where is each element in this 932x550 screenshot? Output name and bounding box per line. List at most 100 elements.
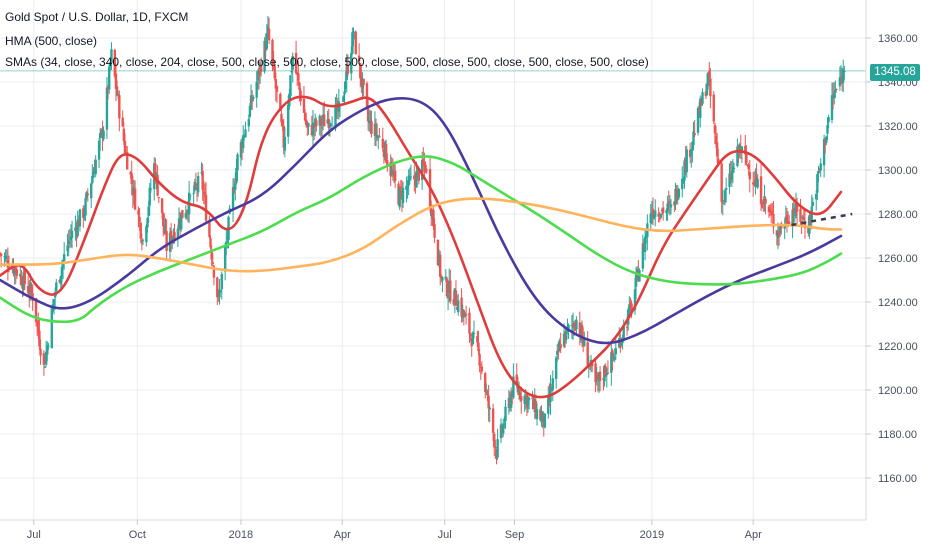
candle-body [303,112,307,121]
candle-body [86,193,90,196]
candle-body [20,275,23,286]
candle-body [147,206,150,217]
candle-body [791,209,794,225]
candle-body [218,290,221,298]
candle-body [436,239,440,266]
candle-body [462,310,466,317]
candle-body [594,363,597,383]
candle-body [139,222,142,239]
candle-body [283,136,287,151]
candle-body [486,394,489,396]
candle-body [212,266,216,278]
candle-body [281,120,284,127]
candle-body [406,186,409,189]
candle-body [0,253,2,255]
candle-body [547,396,550,414]
candle-body [94,159,97,175]
candle-body [446,294,450,298]
candle-body [274,78,278,89]
candle-body [838,77,842,87]
candle-body [357,55,361,62]
time-axis[interactable]: Jul Oct 2018 Apr Jul Sep 2019 Apr [27,520,762,541]
hma-legend[interactable]: HMA (500, close) [5,34,98,48]
candle-body [598,371,602,382]
candle-body [740,146,744,151]
time-tick-label: Apr [334,529,351,541]
candle-body [84,198,87,216]
candle-body [445,278,449,297]
candle-body [60,266,64,277]
candle-body [102,130,105,140]
candle-body [485,391,488,393]
candle-body [641,243,645,269]
candle-body [381,138,384,149]
candle-body [438,254,442,277]
candle-body [709,78,712,97]
candle-body [620,339,623,346]
candle-body [611,350,614,359]
candle-body [69,237,73,241]
candle-body [289,75,292,97]
time-tick-label: Jul [438,529,452,541]
candle-body [714,136,718,145]
candle-body [518,392,522,399]
candle-body [583,339,586,346]
candle-body [311,122,315,136]
sma-legend[interactable]: SMAs (34, close, 340, close, 204, close,… [5,55,649,69]
candle-body [712,94,715,122]
candle-body [193,181,196,191]
candle-body [494,447,497,449]
candle-body [610,352,613,373]
candle-body [113,49,117,77]
candle-body [352,35,355,37]
candle-body [449,280,452,302]
candle-body [696,108,700,133]
price-tick-label: 1280.00 [878,209,918,221]
candle-body [78,209,82,227]
price-axis[interactable]: 1160.00 1180.00 1200.00 1220.00 1240.00 1260.… [866,33,918,485]
candle-body [192,193,195,195]
candle-body [354,31,357,54]
candle-body [59,276,62,284]
candle-body [130,173,133,184]
candle-body [605,372,609,376]
candle-body [28,291,31,295]
candle-body [118,95,121,119]
candle-body [181,210,184,219]
candle-body [625,326,629,328]
candle-body [236,154,239,171]
candle-body [693,133,696,136]
candle-body [783,225,786,229]
candle-body [565,327,568,340]
candle-body [255,81,258,98]
candle-body [248,106,252,117]
candle-body [244,129,247,138]
candle-body [109,64,112,67]
candle-body [26,286,30,294]
time-tick-label: Oct [129,529,146,541]
candle-body [622,325,625,341]
candle-body [681,178,684,190]
chart-title: Gold Spot / U.S. Dollar, 1D, FXCM [5,10,189,24]
price-tick-label: 1240.00 [878,297,918,309]
candle-body [760,202,764,208]
candle-body [407,175,410,186]
candle-body [540,415,543,423]
candle-body [219,290,222,292]
candle-body [241,135,245,149]
candle-body [523,395,526,404]
candle-body [808,215,811,234]
candle-body [471,332,475,345]
candle-body [692,131,695,146]
candle-body [62,254,66,261]
candle-body [491,408,495,433]
candle-body [343,91,346,95]
candle-body [55,282,58,292]
candle-body [252,96,255,99]
candle-body [777,231,781,236]
candle-body [477,342,480,352]
candle-body [46,345,49,355]
candle-body [211,262,214,265]
candle-body [61,260,65,268]
